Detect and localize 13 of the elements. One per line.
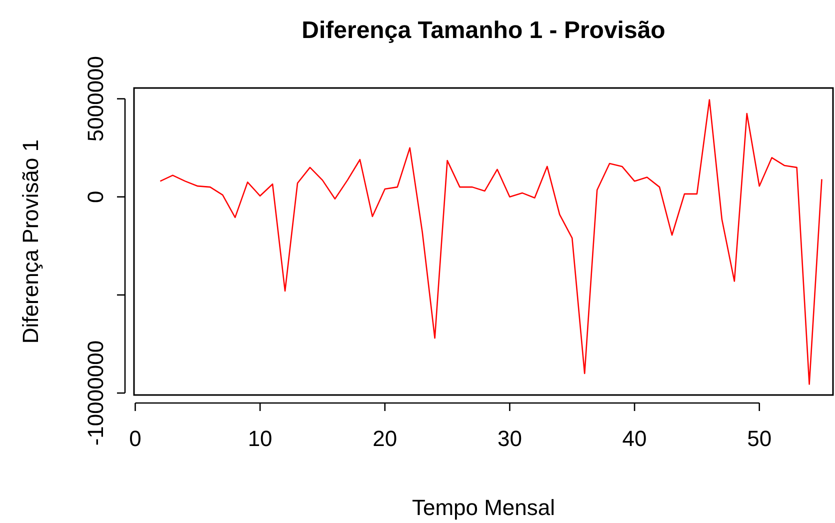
x-tick-label: 0: [129, 426, 142, 451]
x-tick-label: 20: [372, 426, 398, 451]
line-series: [160, 99, 822, 385]
y-tick-label: 0: [83, 190, 108, 203]
x-tick-label: 50: [747, 426, 772, 451]
chart-title: Diferença Tamanho 1 - Provisão: [302, 17, 666, 44]
x-axis-title: Tempo Mensal: [412, 495, 556, 520]
x-tick-label: 40: [622, 426, 647, 451]
x-tick-label: 30: [497, 426, 522, 451]
y-tick-label: 5000000: [83, 56, 108, 142]
x-tick-label: 10: [248, 426, 272, 451]
y-axis-title: Diferença Provisão 1: [18, 139, 43, 344]
y-tick-label: -10000000: [83, 340, 108, 446]
